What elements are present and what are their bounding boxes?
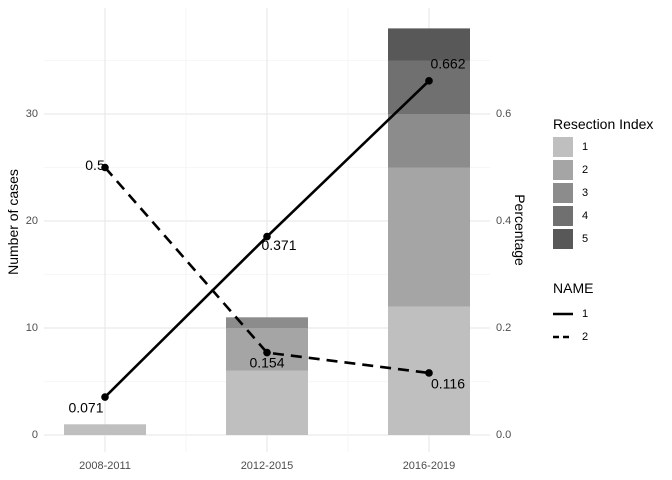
legend-label: 1 <box>582 141 588 153</box>
legend-swatch <box>553 183 573 203</box>
legend-label: 2 <box>582 164 588 176</box>
bars <box>64 28 470 435</box>
legend-label: 4 <box>582 210 588 222</box>
data-point <box>263 232 271 241</box>
data-point <box>263 348 271 357</box>
data-labels: 0.071 0.371 0.662 0.5 0.154 0.116 <box>68 56 465 416</box>
bar-segment <box>388 28 470 61</box>
y-tick-label: 0 <box>32 429 38 441</box>
legend-swatch <box>553 229 573 249</box>
x-tick-label: 2016-2019 <box>403 460 456 472</box>
axes: 0 10 20 30 0.0 0.2 0.4 0.6 2008-2011 2012-2015 201… <box>26 108 512 472</box>
data-point <box>101 163 109 172</box>
y-tick-label: 10 <box>26 322 38 334</box>
points <box>101 77 433 401</box>
y2-tick-label: 0.4 <box>496 215 511 227</box>
data-point <box>425 77 433 85</box>
legend-swatch <box>553 137 573 157</box>
y-tick-label: 30 <box>26 108 38 120</box>
legend-swatch <box>553 160 573 180</box>
data-label: 0.5 <box>85 157 105 173</box>
legend-label: 5 <box>582 233 588 245</box>
y2-tick-label: 0.0 <box>496 429 511 441</box>
legend-label: 3 <box>582 187 588 199</box>
data-point <box>101 393 109 401</box>
y-tick-label: 20 <box>26 215 38 227</box>
legend-line-keys: 12 <box>553 308 588 343</box>
legend-fill-title: Resection Index <box>553 116 653 132</box>
legend-swatch <box>553 206 573 226</box>
legend-line-title: NAME <box>553 280 593 296</box>
data-label: 0.071 <box>68 400 103 416</box>
y-axis-title: Number of cases <box>5 169 21 275</box>
bar-segment <box>388 167 470 307</box>
bar-segment <box>226 317 308 328</box>
data-label: 0.116 <box>431 376 465 392</box>
bar-segment <box>388 114 470 168</box>
bar-segment <box>226 370 308 435</box>
y2-tick-label: 0.6 <box>496 108 511 120</box>
data-point <box>425 369 433 377</box>
bar-segment <box>388 60 470 114</box>
data-label: 0.662 <box>430 56 465 72</box>
bar-segment <box>64 424 146 435</box>
data-label: 0.154 <box>249 354 284 370</box>
data-label: 0.371 <box>261 237 296 253</box>
legend-label: 1 <box>582 308 588 320</box>
series-line-2 <box>104 166 430 375</box>
x-tick-label: 2012-2015 <box>241 460 294 472</box>
y2-axis-title: Percentage <box>512 194 528 266</box>
legend-fill-keys: 1 2 3 4 5 <box>553 137 588 249</box>
legend-label: 2 <box>582 331 588 343</box>
x-tick-label: 2008-2011 <box>79 460 131 472</box>
y2-tick-label: 0.2 <box>496 322 511 334</box>
